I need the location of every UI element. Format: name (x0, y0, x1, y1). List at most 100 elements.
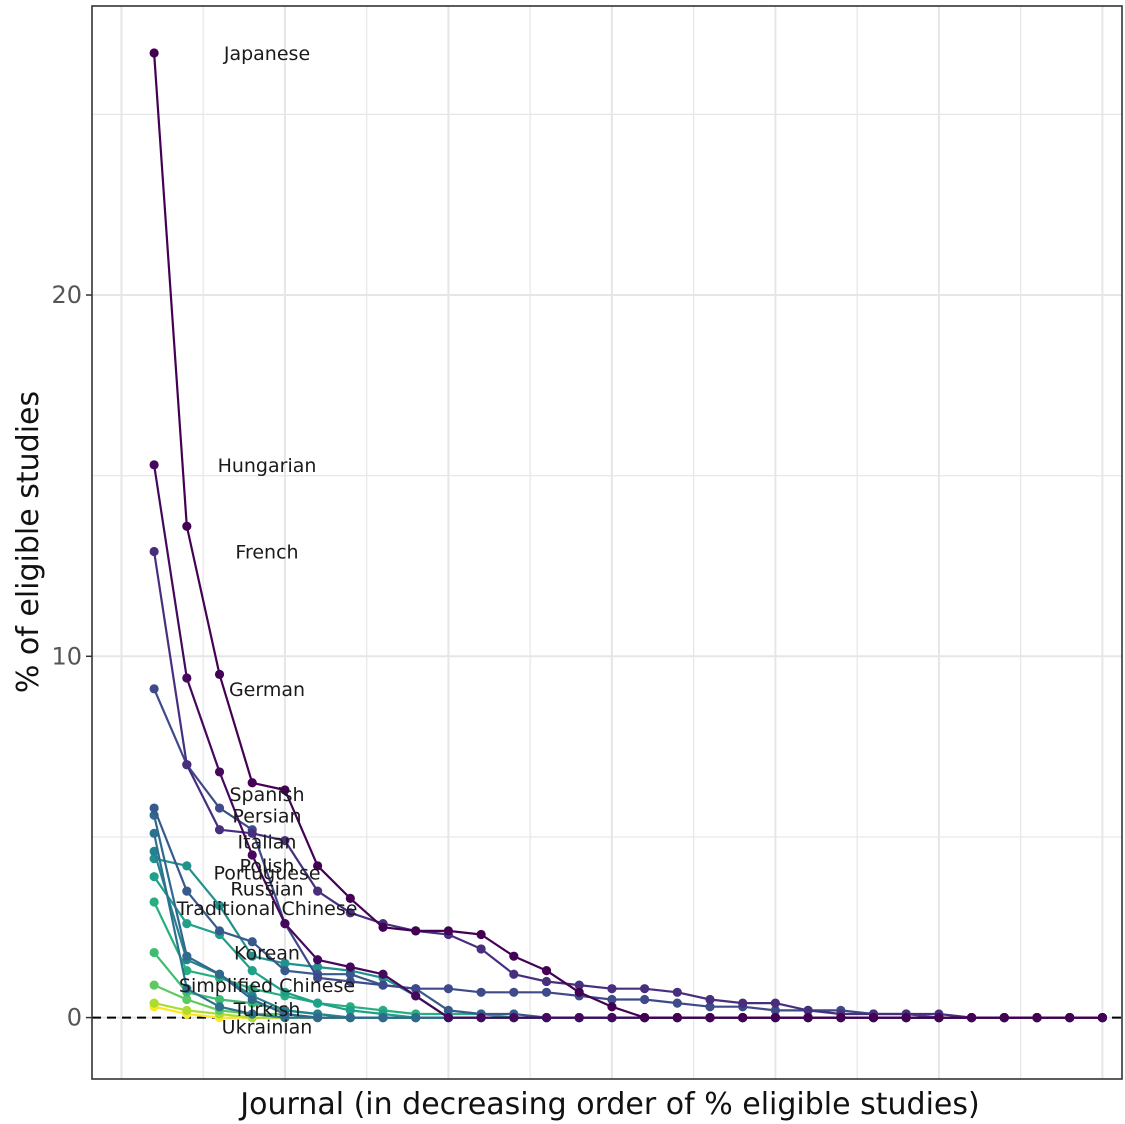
data-point (214, 994, 225, 1005)
data-point (672, 998, 682, 1008)
data-point (672, 987, 682, 997)
series-label: German (229, 679, 305, 701)
data-point (182, 994, 192, 1005)
data-point (182, 1005, 192, 1015)
data-point (509, 987, 519, 997)
data-point (345, 1012, 355, 1023)
data-point (149, 998, 159, 1008)
data-point (1032, 1012, 1042, 1023)
series-label: Italian (238, 831, 297, 853)
data-point (836, 1012, 846, 1023)
data-point (182, 861, 192, 871)
series-label: Ukrainian (222, 1017, 313, 1039)
data-point (149, 460, 159, 470)
data-point (509, 1012, 519, 1023)
data-point (182, 984, 192, 994)
data-point (640, 994, 650, 1005)
data-point (214, 803, 225, 813)
data-point (182, 521, 192, 531)
data-point (214, 825, 225, 835)
data-point (149, 872, 159, 882)
data-point (149, 828, 159, 838)
series-label: Traditional Chinese (176, 898, 358, 920)
data-point (770, 1012, 780, 1023)
data-point (607, 994, 617, 1005)
data-point (411, 991, 421, 1001)
data-point (574, 987, 584, 997)
series-label: Spanish (229, 784, 304, 806)
data-point (280, 835, 290, 846)
data-point (378, 980, 388, 990)
data-point (607, 1012, 617, 1023)
data-point (313, 955, 323, 965)
data-point (182, 951, 192, 961)
data-point (868, 1012, 879, 1023)
data-point (149, 980, 159, 990)
data-point (247, 850, 257, 860)
data-point (345, 969, 355, 979)
data-point (313, 861, 323, 871)
data-point (672, 1012, 682, 1023)
data-point (541, 966, 552, 976)
data-point (345, 962, 355, 972)
data-point (280, 958, 290, 968)
y-axis-label: % of eligible studies (11, 391, 46, 693)
data-point (476, 944, 486, 954)
data-point (247, 828, 257, 838)
data-point (214, 1002, 225, 1012)
data-point (247, 984, 257, 994)
data-point (313, 1012, 323, 1023)
data-point (378, 922, 388, 932)
data-point (443, 1005, 454, 1015)
data-point (509, 951, 519, 961)
data-point (149, 947, 159, 958)
data-point (280, 987, 290, 997)
data-point (770, 1005, 780, 1015)
data-point (705, 994, 715, 1005)
data-point (966, 1012, 977, 1023)
data-point (574, 1012, 584, 1023)
data-point (313, 962, 323, 972)
data-point (640, 1012, 650, 1023)
x-axis-label: Journal (in decreasing order of % eligib… (238, 1087, 979, 1122)
data-point (738, 1012, 748, 1023)
y-tick-label: 0 (67, 1004, 82, 1032)
data-point (411, 926, 421, 936)
series-label: Hungarian (218, 455, 317, 477)
series-line (153, 52, 1103, 1019)
data-point (182, 886, 192, 896)
data-point (901, 1012, 911, 1023)
series-label: Turkish (233, 999, 301, 1021)
data-point (476, 1012, 486, 1023)
data-point (705, 1012, 715, 1023)
data-point (247, 1009, 257, 1019)
data-point (149, 546, 159, 557)
y-tick-label: 10 (51, 642, 82, 670)
data-point (313, 973, 323, 983)
data-point (214, 767, 225, 777)
data-point (345, 976, 355, 987)
data-point (214, 969, 225, 979)
y-tick-label: 20 (51, 281, 82, 309)
data-point (1097, 1012, 1107, 1023)
data-point (607, 984, 617, 994)
data-point (443, 926, 454, 936)
data-point (313, 886, 323, 896)
data-point (411, 1012, 421, 1023)
data-point (149, 897, 159, 907)
data-point (214, 926, 225, 936)
data-point (443, 1012, 454, 1023)
grid (92, 6, 1122, 1079)
data-point (345, 1005, 355, 1015)
plot-border (91, 5, 1123, 1080)
data-point (934, 1012, 944, 1023)
data-point (411, 984, 421, 994)
series-label: Polish (240, 855, 295, 877)
data-point (738, 998, 748, 1008)
data-point (149, 48, 159, 58)
series-line (153, 551, 1103, 1019)
data-point (705, 1002, 715, 1012)
data-point (770, 998, 780, 1008)
data-point (247, 778, 257, 788)
